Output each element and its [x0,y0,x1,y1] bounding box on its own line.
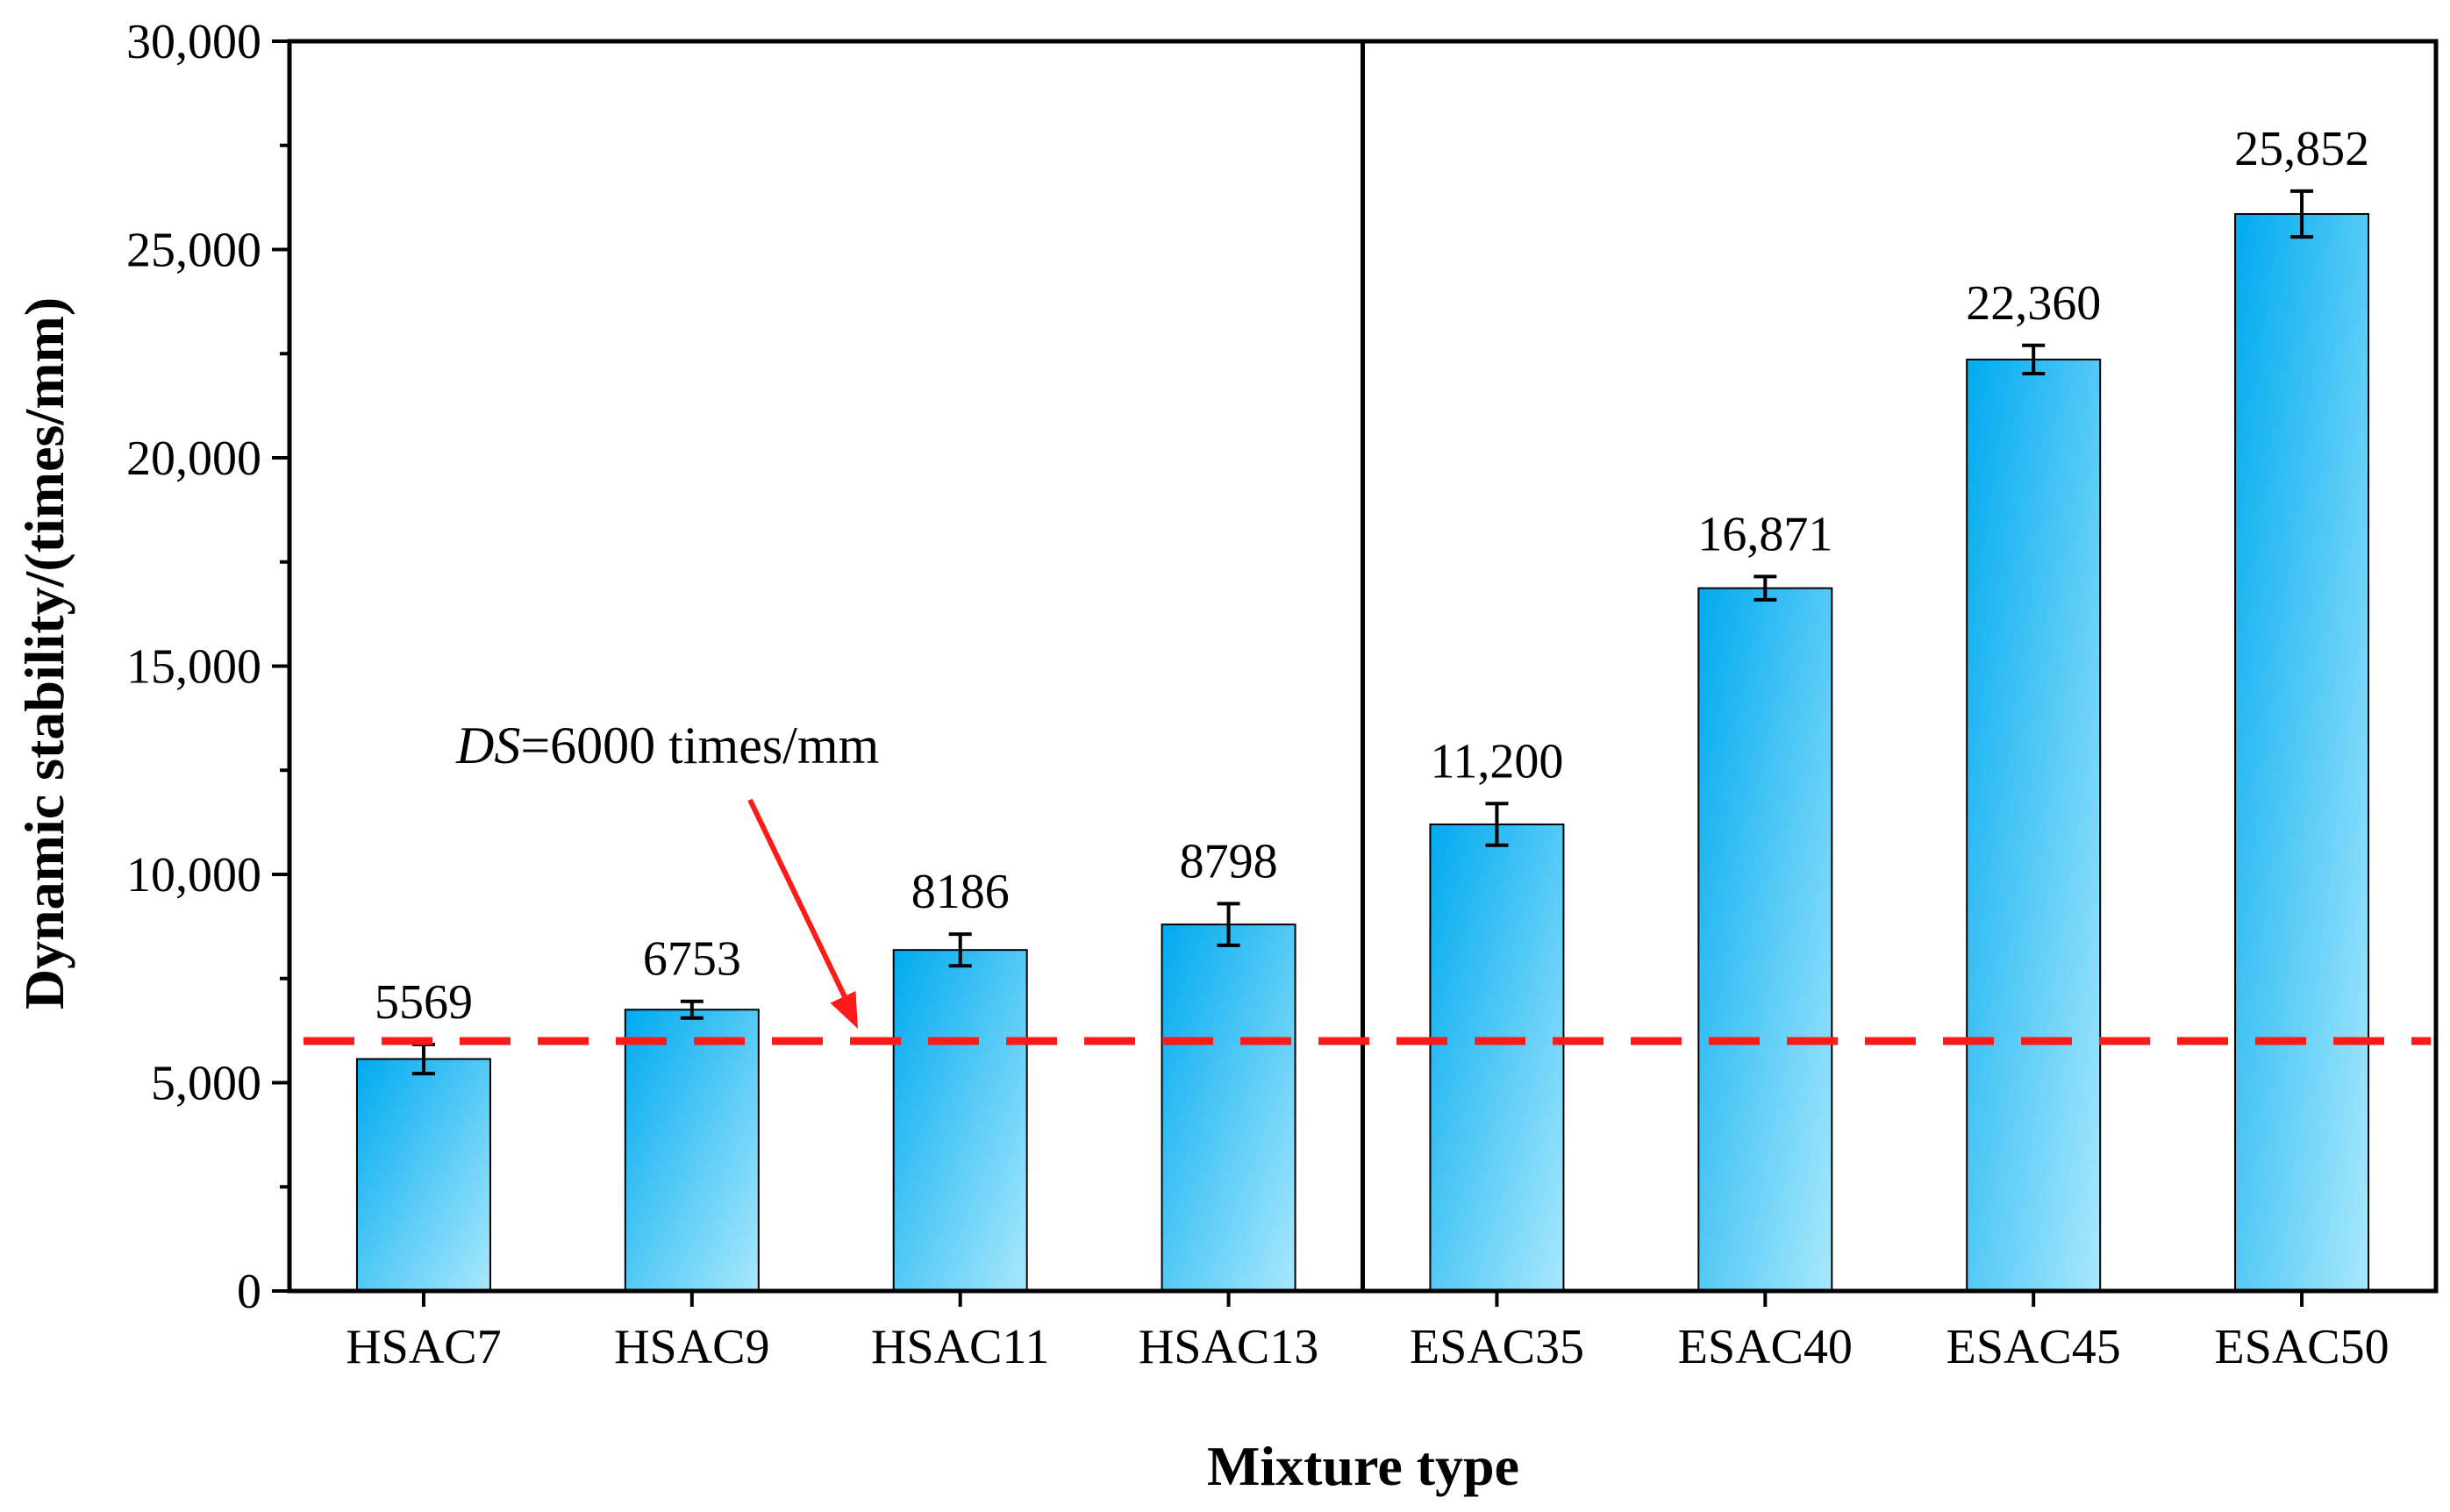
data-label: 16,871 [1697,507,1832,561]
y-tick-label: 30,000 [126,15,261,69]
data-label: 11,200 [1430,734,1563,788]
data-label: 8798 [1180,834,1278,888]
x-tick-label: ESAC50 [2214,1320,2389,1374]
x-tick-label: ESAC40 [1678,1320,1853,1374]
plot-area: 5569 HSAC7 6753 HSAC9 8186 HSAC11 8798 HSAC13 11… [126,15,2439,1374]
x-tick-label: HSAC7 [346,1320,501,1374]
x-tick-label: HSAC13 [1139,1320,1318,1374]
plot-frame [287,39,2439,1294]
bar [892,949,1028,1293]
y-tick-label: 20,000 [126,431,261,486]
y-tick-label: 0 [237,1265,261,1319]
x-tick-label: ESAC45 [1946,1320,2121,1374]
reference-arrow-head [830,990,858,1029]
bar [355,1058,491,1293]
data-label: 22,360 [1966,276,2101,331]
data-label: 8186 [911,865,1010,919]
x-tick-label: ESAC35 [1410,1320,1584,1374]
y-tick-label: 5,000 [151,1057,261,1111]
bar [1161,924,1296,1292]
reference-arrow [747,798,852,1008]
reference-label-text: =6000 times/mm [520,717,879,774]
reference-label-italic: DS [455,717,520,774]
x-tick-label: HSAC9 [614,1320,769,1374]
bar [2234,213,2370,1292]
y-tick-label: 25,000 [126,224,261,278]
x-tick-label: HSAC11 [871,1320,1049,1374]
data-label: 25,852 [2234,122,2369,176]
bar [624,1009,760,1293]
y-tick-label: 10,000 [126,848,261,902]
bar [1429,824,1565,1292]
y-axis-title: Dynamic stability/(times/mm) [13,297,75,1009]
data-label: 5569 [375,975,473,1030]
bar [1966,358,2102,1292]
y-tick-label: 15,000 [126,640,261,695]
x-axis-title: Mixture type [1207,1435,1519,1497]
data-label: 6753 [643,932,741,987]
reference-line-label: DS=6000 times/mm [455,717,879,774]
bar [1697,587,1833,1292]
